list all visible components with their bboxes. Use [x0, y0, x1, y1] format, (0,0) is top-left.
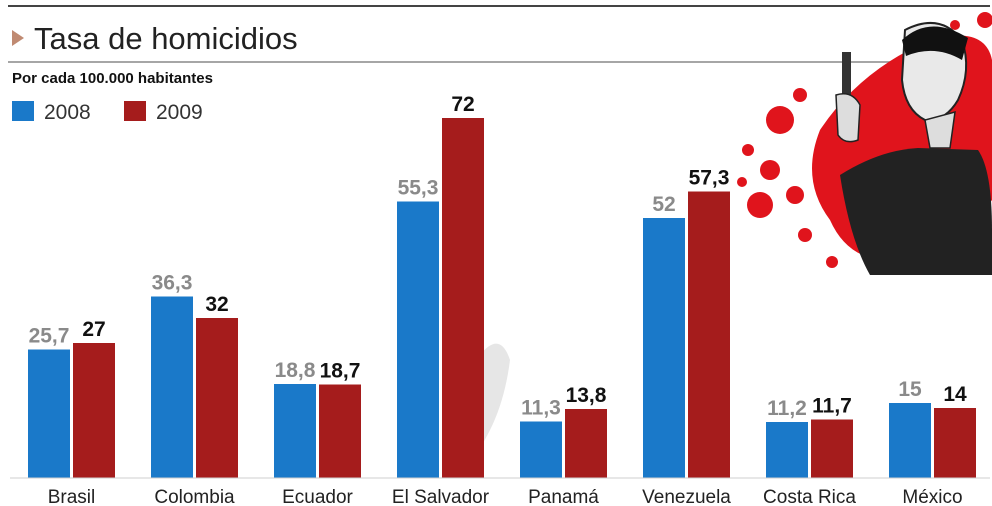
legend-label-2009: 2009 — [156, 101, 203, 124]
value-label-el-salvador-2009: 72 — [451, 93, 474, 116]
bar-brasil-2008 — [28, 350, 70, 479]
category-label-brasil: Brasil — [48, 487, 96, 506]
bar-brasil-2009 — [73, 343, 115, 478]
value-label-venezuela-2008: 52 — [652, 193, 675, 216]
value-label-venezuela-2009: 57,3 — [689, 167, 730, 190]
legend-label-2008: 2008 — [44, 101, 91, 124]
value-label-costa-rica-2008: 11,2 — [767, 397, 807, 420]
bar-ecuador-2008 — [274, 384, 316, 478]
legend-swatch-2008 — [12, 101, 34, 121]
bar-el-salvador-2008 — [397, 202, 439, 479]
bar-costa-rica-2009 — [811, 420, 853, 479]
legend: 2008 2009 — [12, 101, 203, 124]
bar-mexico-2008 — [889, 403, 931, 478]
category-label-venezuela: Venezuela — [642, 487, 731, 506]
value-label-el-salvador-2008: 55,3 — [398, 177, 439, 200]
category-label-panama: Panamá — [528, 487, 599, 506]
value-label-colombia-2008: 36,3 — [152, 272, 193, 295]
bar-mexico-2009 — [934, 408, 976, 478]
value-label-mexico-2008: 15 — [898, 378, 922, 401]
value-label-brasil-2008: 25,7 — [29, 325, 70, 348]
value-label-brasil-2009: 27 — [82, 318, 105, 341]
bar-panama-2008 — [520, 422, 562, 479]
value-label-ecuador-2008: 18,8 — [275, 359, 316, 382]
value-label-panama-2008: 11,3 — [521, 397, 561, 420]
category-label-mexico: México — [902, 487, 962, 506]
legend-swatch-2009 — [124, 101, 146, 121]
value-label-costa-rica-2009: 11,7 — [812, 395, 852, 418]
bar-colombia-2009 — [196, 318, 238, 478]
title-triangle-icon — [12, 30, 24, 46]
value-label-panama-2009: 13,8 — [566, 384, 607, 407]
bar-venezuela-2009 — [688, 192, 730, 479]
bar-colombia-2008 — [151, 297, 193, 479]
category-label-costa-rica: Costa Rica — [763, 487, 856, 506]
value-label-ecuador-2009: 18,7 — [320, 360, 361, 383]
category-label-el-salvador: El Salvador — [392, 487, 490, 506]
bar-el-salvador-2009 — [442, 118, 484, 478]
category-labels-group: Brasil Colombia Ecuador El Salvador Panamá Ve… — [48, 487, 963, 506]
value-label-colombia-2009: 32 — [205, 293, 228, 316]
bar-ecuador-2009 — [319, 385, 361, 479]
chart-title: Tasa de homicidios — [34, 21, 298, 56]
category-label-ecuador: Ecuador — [282, 487, 353, 506]
category-label-colombia: Colombia — [154, 487, 235, 506]
bar-panama-2009 — [565, 409, 607, 478]
chart-subtitle: Por cada 100.000 habitantes — [12, 70, 213, 87]
bar-costa-rica-2008 — [766, 422, 808, 478]
value-label-mexico-2009: 14 — [943, 383, 967, 406]
bar-venezuela-2008 — [643, 218, 685, 478]
